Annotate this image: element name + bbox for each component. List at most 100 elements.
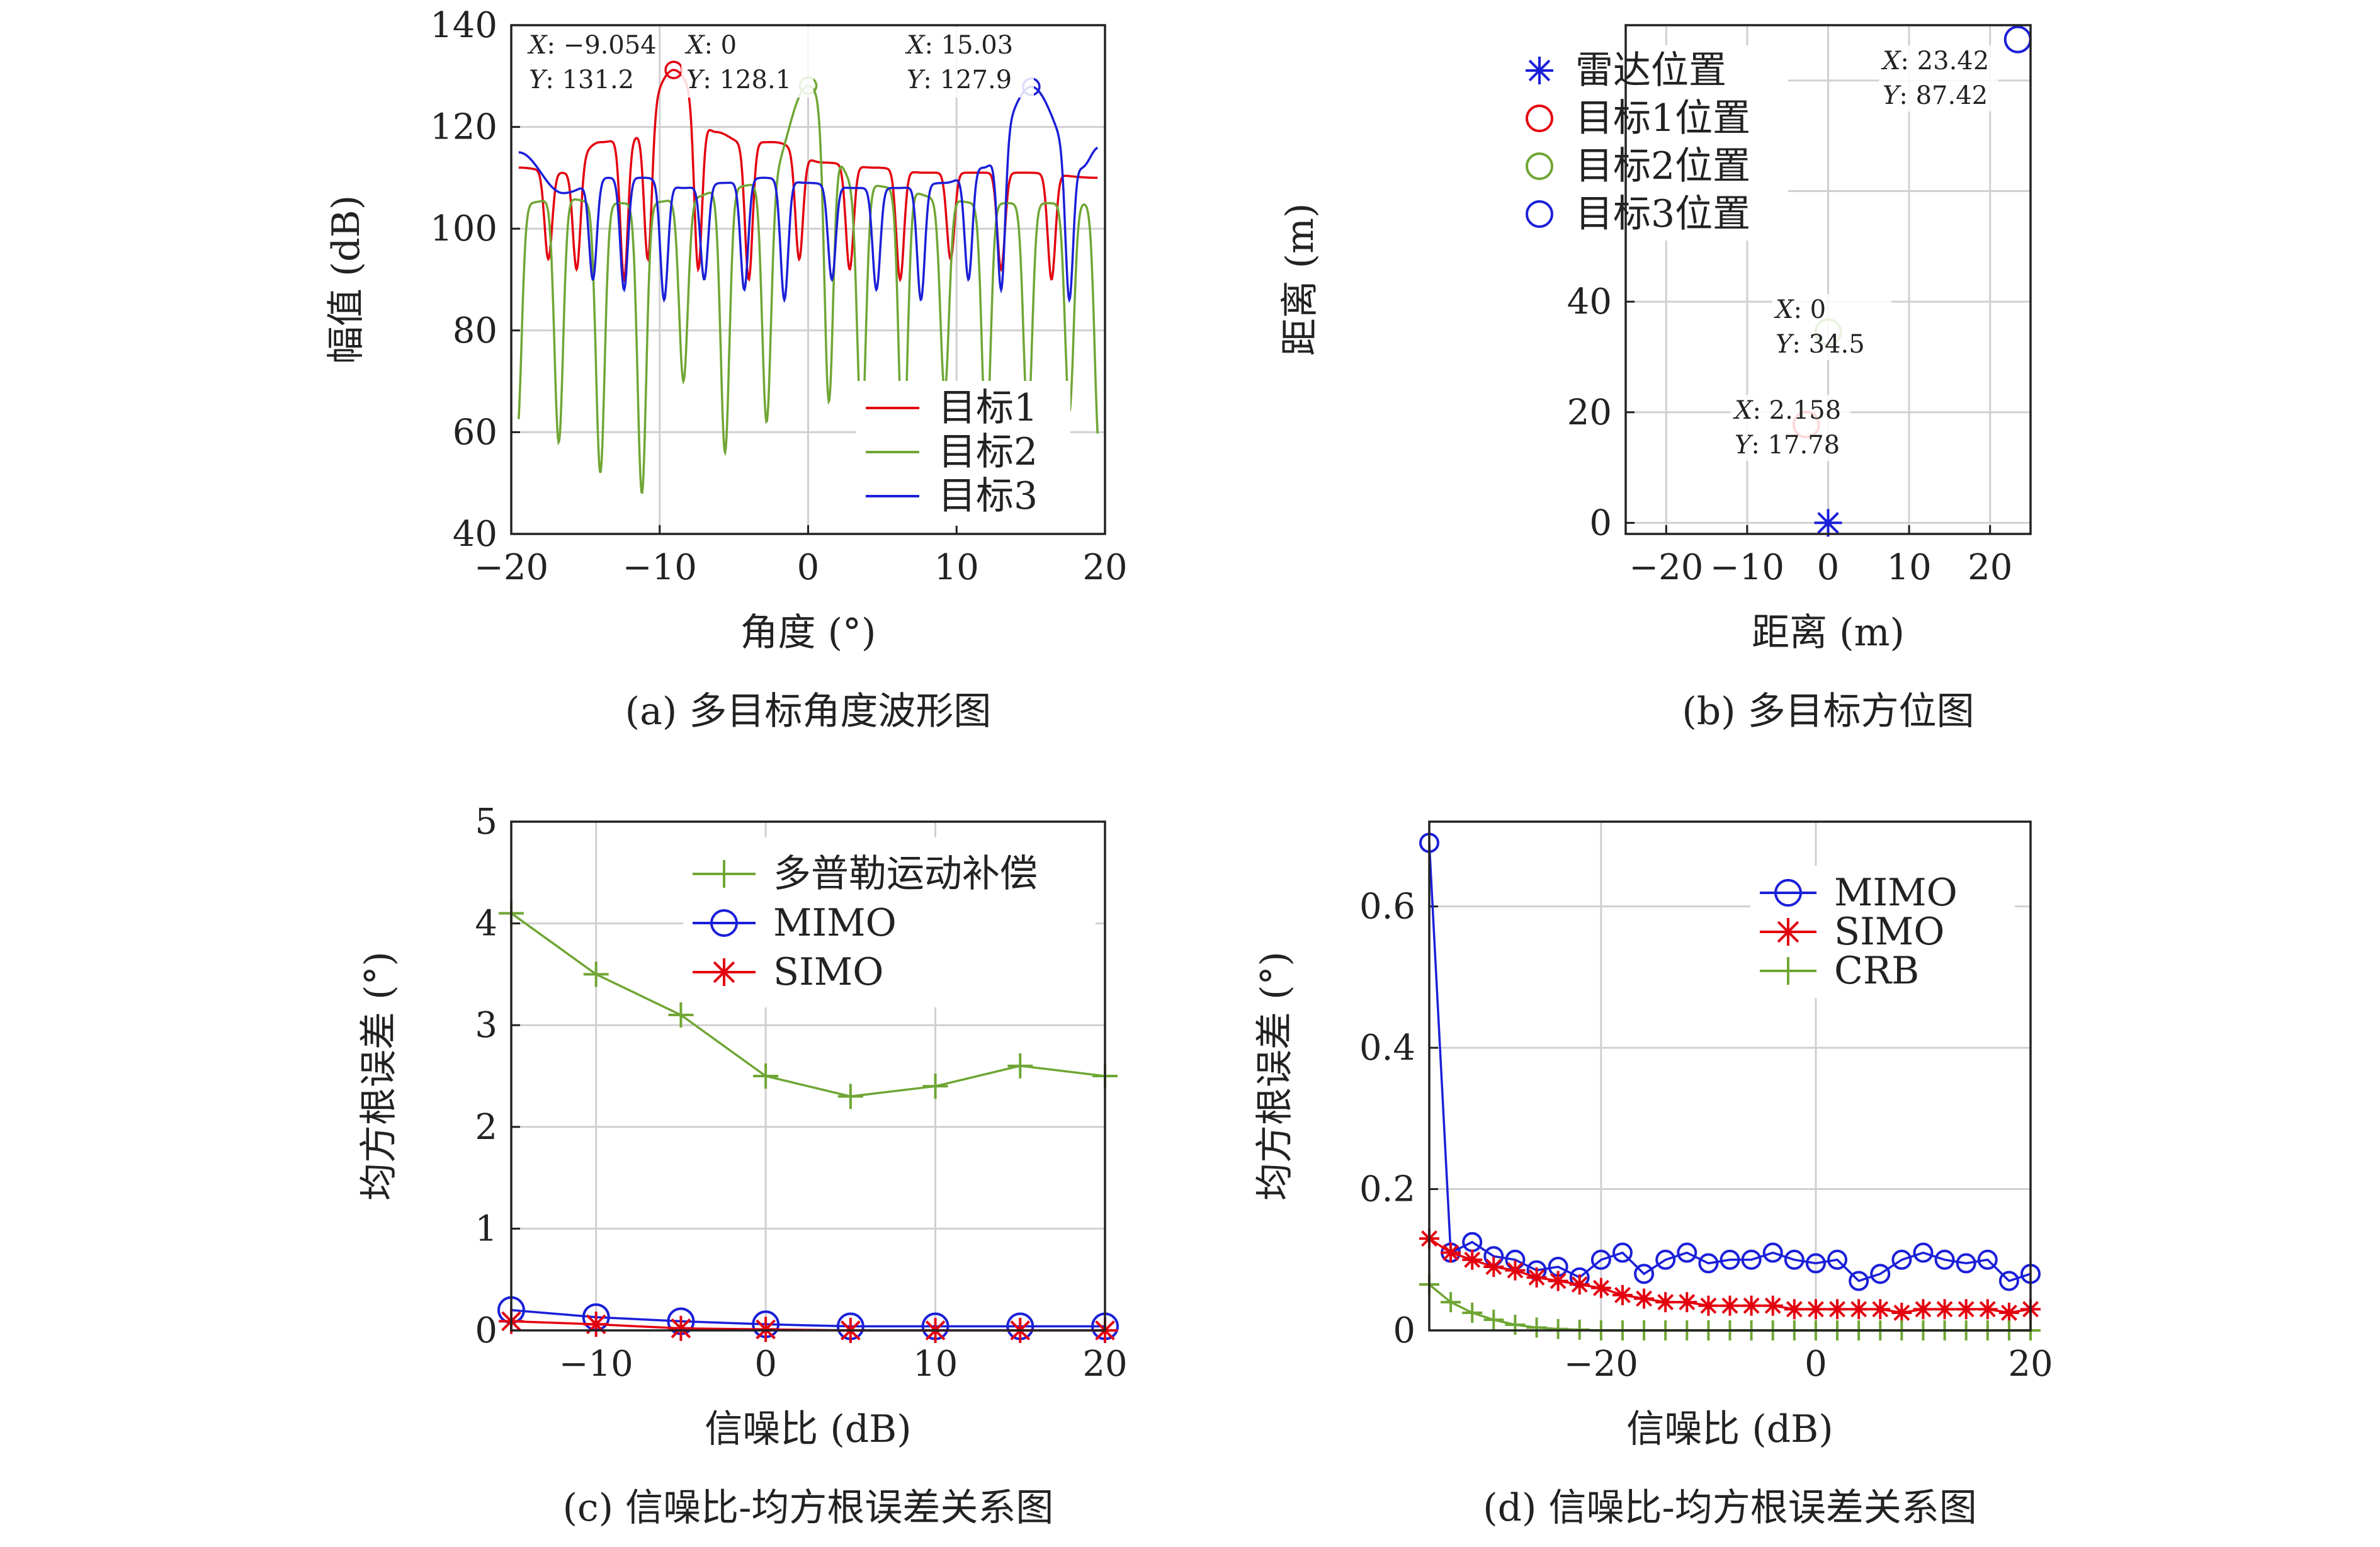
x-tick-label: −20 [474,547,548,588]
data-point [1441,1242,1461,1263]
legend-label: MIMO [773,901,897,945]
legend-label: 目标2位置 [1575,144,1750,188]
data-point [583,1312,609,1337]
data-point [1655,1249,1676,1270]
scatter-point [2003,25,2032,54]
series-line-MIMO [511,1308,1105,1328]
y-tick-label: 0 [475,1310,497,1351]
data-point [1505,1315,1526,1335]
legend-label: 目标1 [938,386,1038,430]
data-point [1998,1271,2019,1291]
legend-marker [710,860,738,888]
legend-label: 多普勒运动补偿 [773,852,1038,896]
datatip-y: Y: 131.2 [529,65,634,94]
data-point [1462,1302,1483,1323]
x-tick-label: 0 [754,1344,777,1385]
y-tick-label: 0.2 [1359,1169,1415,1210]
data-point [1741,1295,1762,1316]
legend-label: CRB [1834,949,1919,993]
data-point [1998,1302,2019,1323]
y-axis-label: 幅值 (dB) [324,195,368,364]
y-axis-label: 均方根误差 (°) [357,951,401,1201]
datatip-x: X: 0 [684,31,737,60]
plot-frame [510,24,1106,535]
y-tick-label: 40 [1567,281,1612,322]
data-point [1634,1288,1655,1309]
data-point [1483,1257,1504,1277]
data-point [1977,1249,1998,1270]
data-point [1913,1299,1934,1320]
y-tick-label: 80 [453,310,497,351]
x-tick-label: −10 [623,547,697,588]
y-tick-label: 40 [453,514,497,555]
data-point [1827,1249,1848,1270]
data-point [1891,1302,1912,1323]
chart-panel-c: −10 0 10 20 0 1 2 3 4 5 信噪比 (dB) 均方根误差 (°) (c) 信噪比-均… [357,802,1128,1530]
legend-label: 目标2 [938,430,1038,474]
data-point [1483,1310,1504,1330]
datatip-y: Y: 127.9 [907,65,1012,94]
legend-marker [1774,879,1802,907]
data-point [1462,1249,1483,1270]
data-point [1720,1295,1740,1316]
y-tick-label: 0.4 [1359,1028,1415,1068]
datatip-y: Y: 87.42 [1883,81,1988,110]
data-point [1934,1249,1955,1270]
data-point [1677,1292,1697,1313]
x-tick-label: 0 [1805,1344,1827,1385]
data-point [1891,1249,1912,1270]
data-point [1007,1053,1033,1079]
x-tick-label: 0 [797,547,820,588]
scatter-point [1814,509,1842,537]
y-tick-label: 5 [475,802,497,842]
plot-frame [510,820,1106,1332]
series-line-多普勒运动补偿 [510,912,1106,1098]
y-tick-label: 4 [475,904,497,944]
legend-marker [1526,152,1553,180]
datatip-box [524,27,656,98]
datatip-x: X: −9.054 [527,31,657,60]
data-point [1526,1317,1547,1338]
datatip-x: X: 15.03 [905,31,1013,60]
y-tick-label: 0 [1393,1310,1415,1351]
x-tick-label: 0 [1817,547,1840,588]
datatip-box [681,27,813,98]
x-axis-label: 距离 (m) [1752,611,1905,655]
y-tick-label: 100 [430,208,497,249]
data-point [1698,1253,1719,1274]
data-point [1655,1292,1676,1313]
data-point [1762,1295,1783,1316]
data-point [1849,1299,1869,1320]
y-tick-label: 2 [475,1107,497,1148]
chart-panel-a: −20 −10 0 10 20 40 60 80 100 120 140 角度 (°) 幅值 (dB) (… [324,5,1128,734]
chart-caption: (d) 信噪比-均方根误差关系图 [1483,1486,1977,1530]
datatip-x: X: 2.158 [1733,396,1841,425]
x-tick-label: 20 [2008,1344,2053,1385]
data-point [1441,1292,1461,1313]
datatip-y: Y: 34.5 [1776,330,1865,359]
data-point [1784,1299,1805,1320]
y-tick-label: 0.6 [1359,887,1415,927]
data-point [1590,1278,1611,1298]
chart-panel-d: −20 0 20 0 0.2 0.4 0.6 信噪比 (dB) 均方根误差 (°) (d) 信噪比… [1253,820,2053,1530]
data-point [1720,1249,1740,1270]
datatip-x: X: 23.42 [1881,47,1989,76]
data-point [1870,1299,1891,1320]
x-tick-label: −20 [1564,1344,1638,1385]
y-tick-label: 1 [475,1208,497,1249]
legend-label: MIMO [1834,871,1958,915]
y-axis-label: 距离 (m) [1278,203,1322,356]
data-point [1913,1242,1934,1263]
legend-marker [710,958,738,986]
series-line-目标3 [518,86,1098,303]
y-axis-label: 均方根误差 (°) [1253,951,1297,1201]
data-point [1505,1260,1526,1281]
data-point [1612,1284,1633,1305]
data-point [1762,1242,1783,1263]
data-point [753,1063,779,1089]
datatip-x: X: 0 [1774,295,1826,324]
data-point [1956,1253,1976,1274]
legend-box [1511,45,1788,241]
